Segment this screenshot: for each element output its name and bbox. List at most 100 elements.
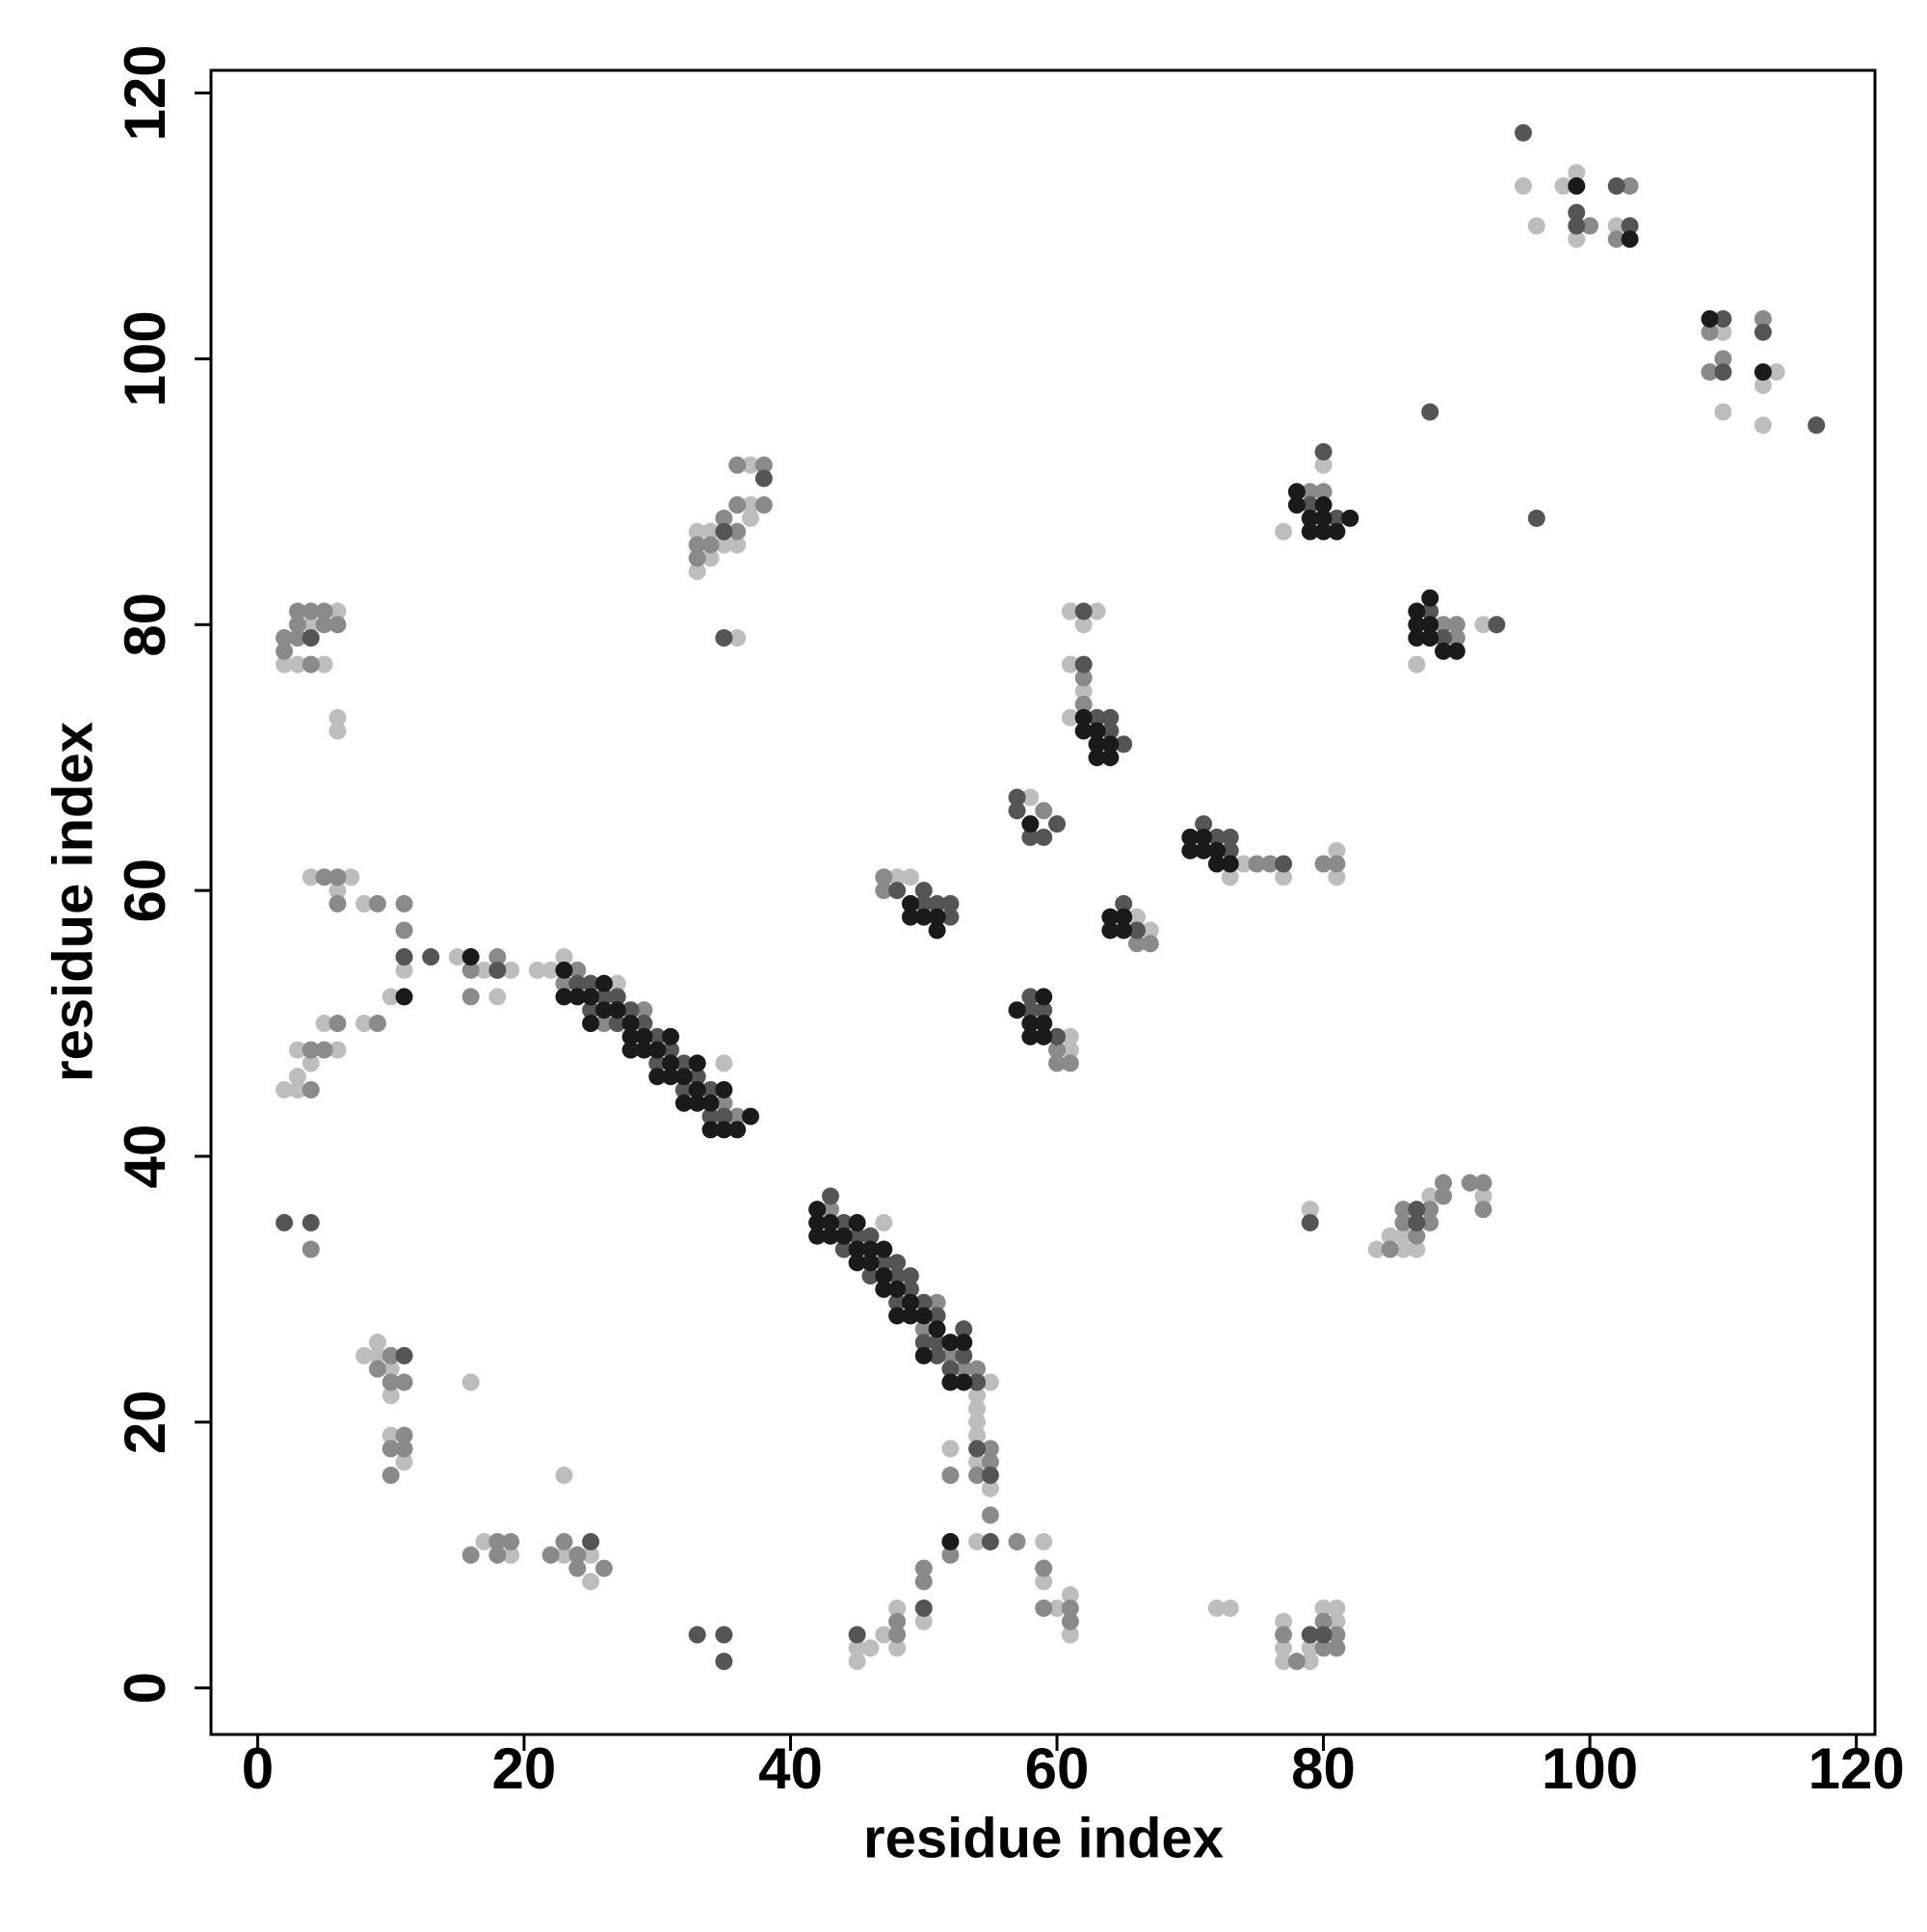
point [728, 1121, 747, 1139]
point [315, 1015, 333, 1033]
point [901, 908, 919, 926]
point [688, 563, 706, 581]
point [888, 1254, 907, 1272]
point [1314, 1612, 1333, 1630]
point [1275, 868, 1293, 887]
point [1381, 1227, 1399, 1245]
point [1435, 616, 1453, 634]
point [1408, 1213, 1426, 1231]
point [1461, 1174, 1479, 1192]
point [1568, 203, 1586, 222]
plot-frame [209, 68, 1877, 1736]
point [701, 536, 720, 554]
point [1714, 350, 1732, 368]
x-tick-label: 60 [1025, 1736, 1090, 1801]
point [1115, 735, 1133, 754]
point [594, 1015, 613, 1033]
point [1421, 589, 1439, 607]
point [1048, 1054, 1067, 1072]
point [875, 1213, 893, 1231]
point [1701, 363, 1719, 382]
point [1408, 629, 1426, 648]
point [688, 536, 706, 554]
point [928, 1346, 946, 1364]
point [941, 1360, 960, 1378]
point [821, 1227, 839, 1245]
point [356, 1015, 374, 1033]
point [288, 616, 306, 634]
point [662, 1041, 680, 1059]
point [1195, 815, 1213, 834]
point [1568, 217, 1586, 235]
point [1048, 1027, 1067, 1045]
point [582, 974, 600, 992]
point [1008, 788, 1026, 807]
point [1115, 894, 1133, 913]
point [1127, 921, 1146, 940]
point [715, 1653, 733, 1671]
point [1074, 722, 1093, 740]
point [635, 1041, 653, 1059]
point [888, 1293, 907, 1311]
point [1221, 1599, 1239, 1617]
point [1607, 177, 1625, 196]
point [302, 655, 320, 674]
point [888, 1280, 907, 1298]
point [608, 974, 626, 992]
point [329, 708, 347, 727]
point [1234, 855, 1253, 873]
point [422, 948, 440, 966]
point [395, 948, 413, 966]
point [901, 1307, 919, 1325]
point [302, 602, 320, 621]
point [1474, 1201, 1492, 1219]
point [1447, 616, 1465, 634]
point [754, 496, 773, 515]
point [955, 1373, 973, 1391]
point [1714, 309, 1732, 328]
point [1714, 403, 1732, 421]
point [395, 1373, 413, 1391]
point [1248, 855, 1266, 873]
point [635, 1015, 653, 1033]
point [941, 1346, 960, 1364]
y-tick-label: 20 [113, 1389, 177, 1454]
point [1061, 1612, 1079, 1630]
point [968, 1426, 987, 1444]
point [1074, 602, 1093, 621]
point [1314, 1639, 1333, 1657]
point [1381, 1240, 1399, 1258]
point [861, 1639, 880, 1657]
point [715, 629, 733, 648]
point [1421, 1187, 1439, 1205]
point [1435, 1187, 1453, 1205]
point [1115, 921, 1133, 940]
point [875, 868, 893, 887]
point [674, 1068, 693, 1086]
point [276, 1080, 294, 1098]
point [941, 894, 960, 913]
point [488, 1532, 507, 1550]
point [1275, 1639, 1293, 1657]
point [888, 1639, 907, 1657]
point [395, 1453, 413, 1471]
point [928, 1320, 946, 1338]
point [901, 1280, 919, 1298]
point [395, 961, 413, 979]
y-tick-label: 80 [113, 593, 177, 657]
point [1195, 841, 1213, 860]
point [1301, 1653, 1319, 1671]
x-tick-label: 20 [492, 1736, 557, 1801]
point [941, 1373, 960, 1391]
point [955, 1360, 973, 1378]
point [1035, 828, 1053, 846]
point [1221, 841, 1239, 860]
point [715, 1054, 733, 1072]
point [1328, 522, 1346, 541]
point [315, 616, 333, 634]
point [329, 1041, 347, 1059]
point [395, 894, 413, 913]
point [1488, 616, 1506, 634]
point [1088, 722, 1106, 740]
point [888, 1267, 907, 1285]
